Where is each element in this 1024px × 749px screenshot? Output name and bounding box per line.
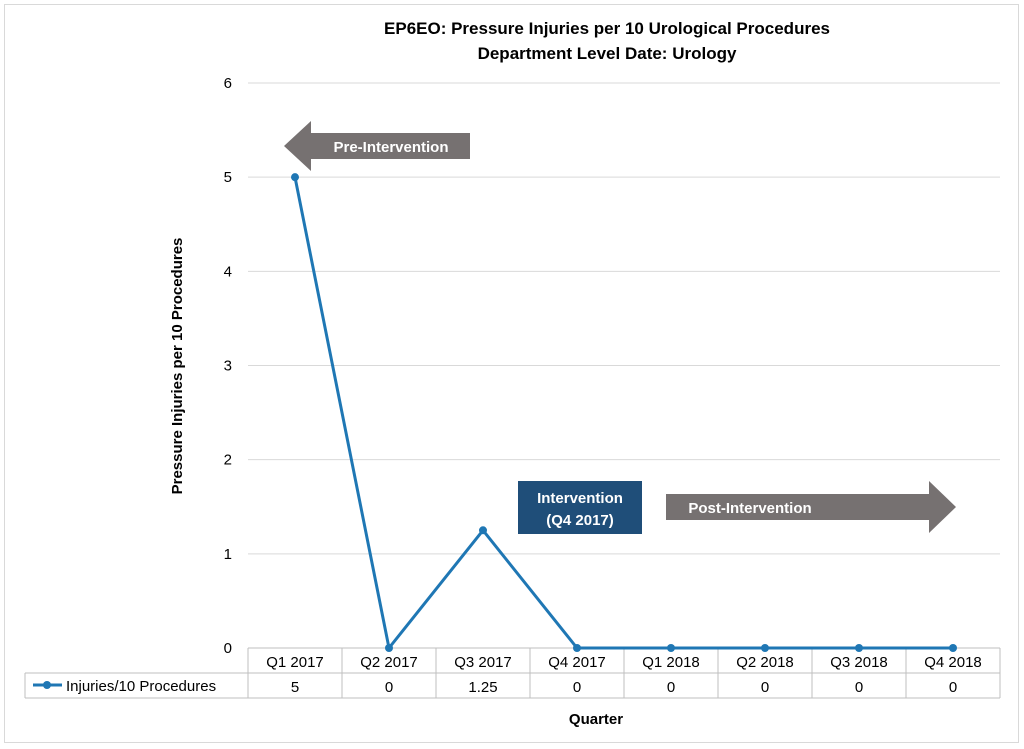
x-axis-title: Quarter [569,711,623,728]
post-intervention-label: Post-Intervention [688,500,811,517]
table-value: 1.25 [468,679,497,696]
y-tick-label: 3 [224,358,232,375]
y-tick-label: 1 [224,546,232,563]
data-point [949,644,957,652]
data-point [761,644,769,652]
x-tick-label: Q4 2017 [548,654,606,671]
y-tick-label: 6 [224,75,232,92]
pre-intervention-label: Pre-Intervention [333,139,448,156]
y-tick-labels: 0 1 2 3 4 5 6 [224,75,232,657]
table-value: 0 [667,679,675,696]
data-point [855,644,863,652]
post-intervention-arrow [666,481,956,533]
data-point [573,644,581,652]
data-table: Q1 2017 5 Q2 2017 0 Q3 2017 1.25 Q4 2017 0 Q1 20… [24,647,1001,699]
x-tick-label: Q1 2018 [642,654,700,671]
annotations: Pre-Intervention Intervention (Q4 2017) Pos… [284,121,956,534]
y-tick-label: 4 [224,263,232,280]
chart-title: EP6EO: Pressure Injuries per 10 Urologic… [384,19,830,38]
table-value: 0 [761,679,769,696]
chart-frame [4,4,1019,743]
data-point [385,644,393,652]
intervention-label-line1: Intervention [537,490,623,507]
table-value: 0 [573,679,581,696]
gridlines [248,82,1000,555]
x-tick-label: Q2 2018 [736,654,794,671]
table-value: 5 [291,679,299,696]
data-point [291,173,299,182]
x-tick-label: Q3 2017 [454,654,512,671]
intervention-box [518,481,642,534]
series-line [291,173,957,652]
pre-intervention-arrow [284,121,470,171]
x-tick-label: Q3 2018 [830,654,888,671]
y-tick-label: 0 [224,640,232,657]
data-point [479,526,487,535]
table-value: 0 [855,679,863,696]
y-axis-title: Pressure Injuries per 10 Procedures [169,238,186,495]
table-value: 0 [949,679,957,696]
y-tick-label: 2 [224,452,232,469]
series-path [293,176,953,650]
legend-label: Injuries/10 Procedures [66,678,216,695]
y-tick-label: 5 [224,169,232,186]
chart-subtitle: Department Level Date: Urology [478,44,737,63]
data-point [667,644,675,652]
x-tick-label: Q2 2017 [360,654,418,671]
intervention-label-line2: (Q4 2017) [546,512,614,529]
x-tick-label: Q1 2017 [266,654,324,671]
table-value: 0 [385,679,393,696]
legend-marker [43,681,51,689]
x-tick-label: Q4 2018 [924,654,982,671]
